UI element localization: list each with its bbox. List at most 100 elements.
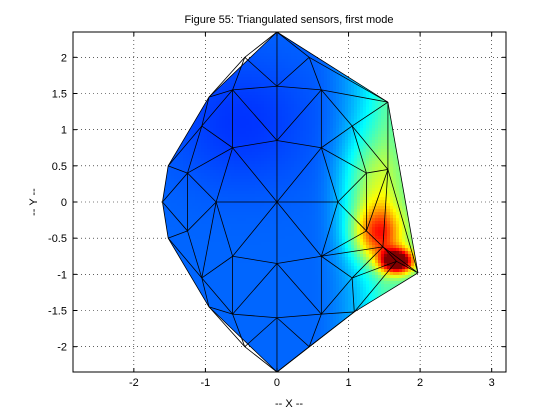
field-cell — [366, 128, 370, 132]
field-cell — [204, 173, 208, 177]
field-cell — [282, 104, 286, 108]
field-cell — [270, 158, 274, 162]
field-cell — [189, 185, 193, 189]
field-cell — [213, 161, 217, 165]
field-cell — [192, 191, 196, 195]
field-cell — [291, 158, 295, 162]
field-cell — [207, 188, 211, 192]
field-cell — [354, 194, 358, 198]
field-cell — [264, 116, 268, 120]
field-cell — [198, 173, 202, 177]
field-cell — [288, 194, 292, 198]
field-cell — [288, 161, 292, 165]
field-cell — [294, 146, 298, 150]
field-cell — [378, 110, 382, 114]
field-cell — [240, 86, 244, 90]
field-cell — [198, 128, 202, 132]
field-cell — [261, 89, 265, 93]
field-cell — [207, 134, 211, 138]
field-cell — [225, 143, 229, 147]
field-cell — [177, 170, 181, 174]
field-cell — [267, 122, 271, 126]
field-cell — [246, 152, 250, 156]
field-cell — [189, 131, 193, 135]
field-cell — [366, 185, 370, 189]
field-cell — [249, 188, 253, 192]
field-cell — [294, 122, 298, 126]
field-cell — [315, 125, 319, 129]
field-cell — [234, 140, 238, 144]
field-cell — [285, 137, 289, 141]
field-cell — [252, 167, 256, 171]
field-cell — [174, 194, 178, 198]
field-cell — [228, 194, 232, 198]
field-cell — [327, 74, 331, 78]
field-cell — [381, 155, 385, 159]
field-cell — [366, 119, 370, 123]
field-cell — [321, 137, 325, 141]
field-cell — [216, 116, 220, 120]
field-cell — [270, 137, 274, 141]
field-cell — [234, 152, 238, 156]
field-cell — [342, 134, 346, 138]
field-cell — [282, 50, 286, 54]
field-cell — [351, 188, 355, 192]
field-cell — [306, 143, 310, 147]
field-cell — [246, 170, 250, 174]
field-cell — [201, 173, 205, 177]
field-cell — [186, 164, 190, 168]
field-cell — [294, 62, 298, 66]
field-cell — [246, 131, 250, 135]
field-cell — [243, 140, 247, 144]
field-cell — [360, 113, 364, 117]
field-cell — [282, 152, 286, 156]
field-cell — [249, 182, 253, 186]
field-cell — [273, 176, 277, 180]
field-cell — [375, 140, 379, 144]
field-cell — [237, 116, 241, 120]
field-cell — [372, 155, 376, 159]
field-cell — [285, 83, 289, 87]
field-cell — [333, 89, 337, 93]
field-cell — [306, 173, 310, 177]
field-cell — [309, 167, 313, 171]
field-cell — [375, 110, 379, 114]
field-cell — [282, 59, 286, 63]
field-cell — [294, 155, 298, 159]
field-cell — [234, 179, 238, 183]
field-cell — [279, 158, 283, 162]
field-cell — [252, 179, 256, 183]
field-cell — [222, 92, 226, 96]
field-cell — [255, 110, 259, 114]
field-cell — [285, 74, 289, 78]
field-cell — [381, 122, 385, 126]
field-cell — [165, 191, 169, 195]
field-cell — [273, 53, 277, 57]
field-cell — [189, 191, 193, 195]
field-cell — [258, 62, 262, 66]
field-cell — [303, 146, 307, 150]
field-cell — [285, 173, 289, 177]
field-cell — [390, 131, 394, 135]
field-cell — [249, 155, 253, 159]
field-cell — [246, 71, 250, 75]
field-cell — [213, 179, 217, 183]
field-cell — [282, 95, 286, 99]
field-cell — [255, 65, 259, 69]
field-cell — [327, 68, 331, 72]
field-cell — [276, 137, 280, 141]
field-cell — [282, 98, 286, 102]
field-cell — [249, 122, 253, 126]
field-cell — [267, 62, 271, 66]
field-cell — [372, 179, 376, 183]
field-cell — [186, 152, 190, 156]
field-cell — [270, 95, 274, 99]
field-cell — [357, 134, 361, 138]
field-cell — [294, 74, 298, 78]
field-cell — [276, 161, 280, 165]
field-cell — [189, 155, 193, 159]
field-cell — [270, 179, 274, 183]
field-cell — [378, 104, 382, 108]
field-cell — [303, 197, 307, 201]
field-cell — [312, 116, 316, 120]
